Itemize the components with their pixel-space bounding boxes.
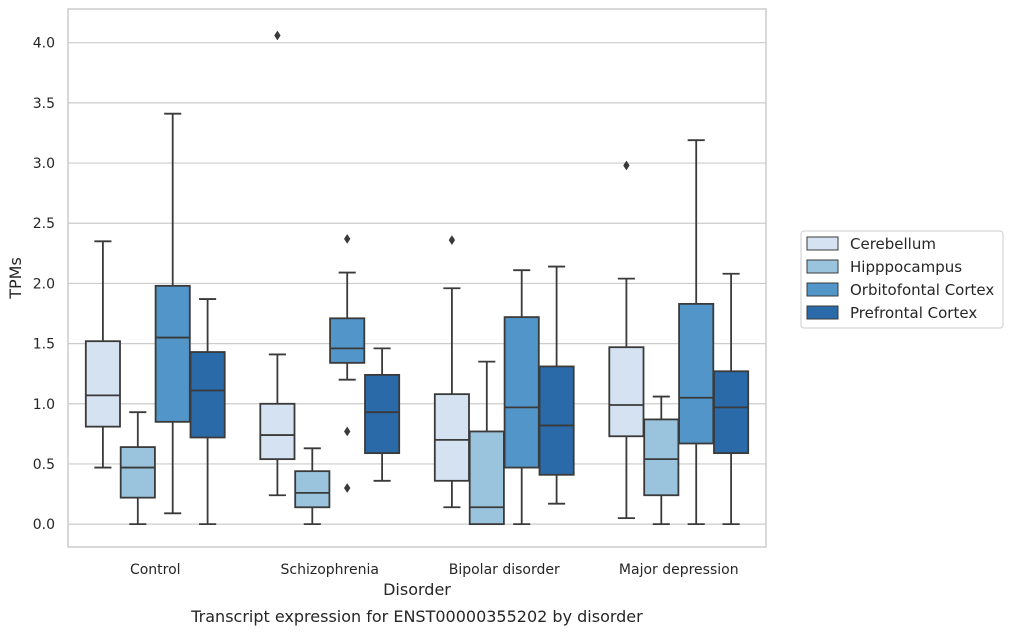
box-prefrontal-cortex-control xyxy=(189,298,226,526)
box-iqr xyxy=(329,317,366,364)
y-tick-label: 2.0 xyxy=(33,276,55,292)
box-prefrontal-cortex-bipolar-disorder xyxy=(538,265,575,505)
box-iqr xyxy=(189,351,226,439)
legend-label: Orbitofontal Cortex xyxy=(850,281,994,299)
box-iqr xyxy=(468,430,505,526)
x-tick-label: Control xyxy=(130,562,181,578)
box-cerebellum-schizophrenia xyxy=(259,30,296,497)
y-tick-label: 4.0 xyxy=(33,36,55,52)
x-tick-label: Schizophrenia xyxy=(281,562,379,578)
outlier-point xyxy=(343,233,351,244)
y-tick-label: 1.5 xyxy=(33,337,55,353)
box-iqr xyxy=(678,302,715,445)
x-tick-label: Major depression xyxy=(619,562,739,578)
legend-label: Cerebellum xyxy=(850,235,936,253)
legend-swatch xyxy=(806,259,839,274)
box-orbitofontal-cortex-control xyxy=(154,112,191,515)
y-tick-label: 0.5 xyxy=(33,457,55,473)
box-iqr xyxy=(713,370,750,455)
box-iqr xyxy=(433,393,470,482)
legend-label: Hipppocampus xyxy=(850,258,962,276)
y-tick-labels: 0.0 0.5 1.0 1.5 2.0 2.5 3.0 3.5 4.0 xyxy=(33,36,55,533)
box-prefrontal-cortex-major-depression xyxy=(713,272,750,526)
box-prefrontal-cortex-schizophrenia xyxy=(364,347,401,482)
x-tick-label: Bipolar disorder xyxy=(449,562,560,578)
legend-swatch xyxy=(806,282,839,297)
box-iqr xyxy=(364,373,401,455)
y-tick-label: 3.0 xyxy=(33,156,55,172)
box-cerebellum-major-depression xyxy=(608,160,645,520)
box-hipppocampus-major-depression xyxy=(643,395,680,526)
legend-swatch xyxy=(806,236,839,251)
outlier-point xyxy=(343,426,351,437)
legend-label: Prefrontal Cortex xyxy=(850,304,977,322)
box-hipppocampus-control xyxy=(119,411,156,526)
y-tick-label: 0.0 xyxy=(33,517,55,533)
x-tick-labels: Control Schizophrenia Bipolar disorder Majo… xyxy=(130,562,739,578)
box-iqr xyxy=(259,402,296,461)
box-cerebellum-control xyxy=(84,240,121,469)
box-iqr xyxy=(503,316,540,469)
legend-frame xyxy=(800,230,1004,329)
outlier-point xyxy=(448,235,456,246)
box-iqr xyxy=(538,365,575,476)
box-hipppocampus-bipolar-disorder xyxy=(468,360,505,526)
box-cerebellum-bipolar-disorder xyxy=(433,235,470,509)
box-iqr xyxy=(608,346,645,438)
outlier-point xyxy=(274,30,281,41)
box-iqr xyxy=(84,340,121,428)
y-tick-label: 2.5 xyxy=(33,216,55,232)
outlier-point xyxy=(343,483,351,493)
y-tick-label: 1.0 xyxy=(33,397,55,413)
y-axis-title: TPMs xyxy=(6,257,25,300)
box-iqr xyxy=(294,470,331,509)
box-iqr xyxy=(154,284,191,423)
box-orbitofontal-cortex-schizophrenia xyxy=(329,233,366,493)
box-orbitofontal-cortex-bipolar-disorder xyxy=(503,269,540,526)
box-hipppocampus-schizophrenia xyxy=(294,447,331,526)
legend: Cerebellum Hipppocampus Orbitofontal Corte… xyxy=(800,230,1004,329)
y-tick-label: 3.5 xyxy=(33,96,55,112)
legend-items: Cerebellum Hipppocampus Orbitofontal Corte… xyxy=(806,235,994,322)
box-orbitofontal-cortex-major-depression xyxy=(678,139,715,526)
plot-frame xyxy=(67,8,767,548)
legend-swatch xyxy=(806,305,839,320)
box-iqr xyxy=(119,446,156,499)
outlier-point xyxy=(623,160,630,171)
box-iqr xyxy=(643,418,680,497)
x-axis-title: Disorder xyxy=(383,580,451,599)
chart-caption: Transcript expression for ENST0000035520… xyxy=(190,607,643,626)
box-layer xyxy=(84,30,750,526)
